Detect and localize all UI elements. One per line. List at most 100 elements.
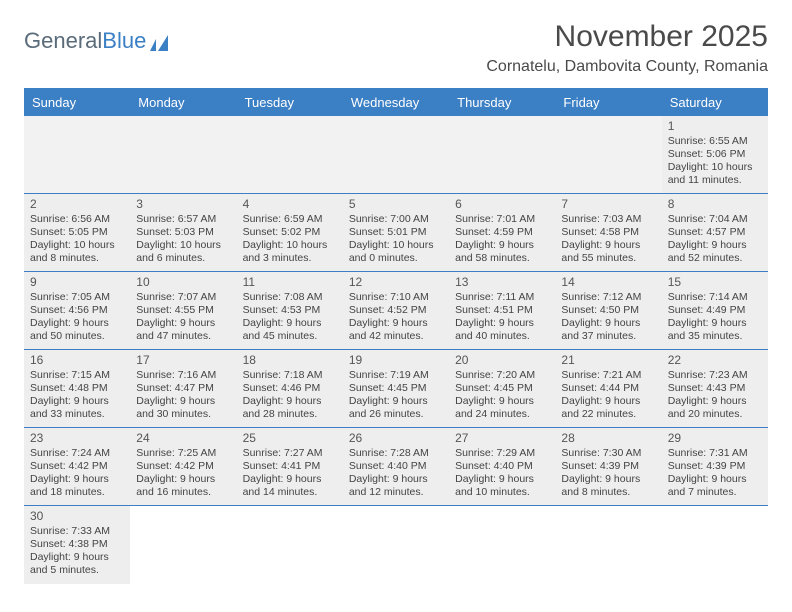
- day-number: 5: [349, 197, 443, 212]
- day-number: 7: [561, 197, 655, 212]
- daylight-line: Daylight: 9 hours and 33 minutes.: [30, 395, 124, 421]
- sunset-line: Sunset: 4:44 PM: [561, 382, 655, 395]
- day-cell: 27Sunrise: 7:29 AMSunset: 4:40 PMDayligh…: [449, 428, 555, 505]
- day-number: 11: [243, 275, 337, 290]
- sunset-line: Sunset: 4:58 PM: [561, 226, 655, 239]
- daylight-line: Daylight: 9 hours and 50 minutes.: [30, 317, 124, 343]
- sunrise-line: Sunrise: 6:59 AM: [243, 213, 337, 226]
- daylight-line: Daylight: 9 hours and 20 minutes.: [668, 395, 762, 421]
- daylight-line: Daylight: 9 hours and 52 minutes.: [668, 239, 762, 265]
- daylight-line: Daylight: 10 hours and 6 minutes.: [136, 239, 230, 265]
- daylight-line: Daylight: 9 hours and 18 minutes.: [30, 473, 124, 499]
- week-row: 30Sunrise: 7:33 AMSunset: 4:38 PMDayligh…: [24, 506, 768, 584]
- sunset-line: Sunset: 5:02 PM: [243, 226, 337, 239]
- daylight-line: Daylight: 9 hours and 10 minutes.: [455, 473, 549, 499]
- sunrise-line: Sunrise: 7:11 AM: [455, 291, 549, 304]
- day-cell: 11Sunrise: 7:08 AMSunset: 4:53 PMDayligh…: [237, 272, 343, 349]
- calendar: SundayMondayTuesdayWednesdayThursdayFrid…: [24, 88, 768, 584]
- day-cell: 26Sunrise: 7:28 AMSunset: 4:40 PMDayligh…: [343, 428, 449, 505]
- sunrise-line: Sunrise: 7:30 AM: [561, 447, 655, 460]
- day-number: 3: [136, 197, 230, 212]
- day-cell: [343, 116, 449, 193]
- week-row: 16Sunrise: 7:15 AMSunset: 4:48 PMDayligh…: [24, 350, 768, 428]
- daylight-line: Daylight: 9 hours and 40 minutes.: [455, 317, 549, 343]
- day-number: 16: [30, 353, 124, 368]
- day-cell: 9Sunrise: 7:05 AMSunset: 4:56 PMDaylight…: [24, 272, 130, 349]
- sunset-line: Sunset: 4:57 PM: [668, 226, 762, 239]
- day-cell: [237, 506, 343, 584]
- location: Cornatelu, Dambovita County, Romania: [486, 58, 768, 76]
- daylight-line: Daylight: 10 hours and 11 minutes.: [668, 161, 762, 187]
- week-row: 1Sunrise: 6:55 AMSunset: 5:06 PMDaylight…: [24, 116, 768, 194]
- sunset-line: Sunset: 4:38 PM: [30, 538, 124, 551]
- sunrise-line: Sunrise: 7:03 AM: [561, 213, 655, 226]
- sunrise-line: Sunrise: 6:55 AM: [668, 135, 762, 148]
- sunrise-line: Sunrise: 7:31 AM: [668, 447, 762, 460]
- sunset-line: Sunset: 5:01 PM: [349, 226, 443, 239]
- day-cell: 2Sunrise: 6:56 AMSunset: 5:05 PMDaylight…: [24, 194, 130, 271]
- sunset-line: Sunset: 4:45 PM: [455, 382, 549, 395]
- week-row: 23Sunrise: 7:24 AMSunset: 4:42 PMDayligh…: [24, 428, 768, 506]
- sunrise-line: Sunrise: 7:19 AM: [349, 369, 443, 382]
- sunset-line: Sunset: 4:51 PM: [455, 304, 549, 317]
- day-cell: [449, 506, 555, 584]
- sunset-line: Sunset: 4:40 PM: [455, 460, 549, 473]
- day-number: 15: [668, 275, 762, 290]
- logo-text-1: General: [24, 28, 102, 54]
- day-cell: 7Sunrise: 7:03 AMSunset: 4:58 PMDaylight…: [555, 194, 661, 271]
- sunrise-line: Sunrise: 7:07 AM: [136, 291, 230, 304]
- sunset-line: Sunset: 4:53 PM: [243, 304, 337, 317]
- day-cell: 1Sunrise: 6:55 AMSunset: 5:06 PMDaylight…: [662, 116, 768, 193]
- sunrise-line: Sunrise: 7:23 AM: [668, 369, 762, 382]
- sunrise-line: Sunrise: 7:00 AM: [349, 213, 443, 226]
- day-cell: 20Sunrise: 7:20 AMSunset: 4:45 PMDayligh…: [449, 350, 555, 427]
- day-number: 18: [243, 353, 337, 368]
- day-cell: 3Sunrise: 6:57 AMSunset: 5:03 PMDaylight…: [130, 194, 236, 271]
- weekday-header: Monday: [130, 89, 236, 116]
- sunrise-line: Sunrise: 7:16 AM: [136, 369, 230, 382]
- daylight-line: Daylight: 9 hours and 5 minutes.: [30, 551, 124, 577]
- sunrise-line: Sunrise: 6:57 AM: [136, 213, 230, 226]
- day-cell: [130, 116, 236, 193]
- daylight-line: Daylight: 10 hours and 0 minutes.: [349, 239, 443, 265]
- day-number: 14: [561, 275, 655, 290]
- day-cell: 12Sunrise: 7:10 AMSunset: 4:52 PMDayligh…: [343, 272, 449, 349]
- sunrise-line: Sunrise: 7:27 AM: [243, 447, 337, 460]
- daylight-line: Daylight: 9 hours and 35 minutes.: [668, 317, 762, 343]
- sunset-line: Sunset: 4:39 PM: [668, 460, 762, 473]
- day-cell: 10Sunrise: 7:07 AMSunset: 4:55 PMDayligh…: [130, 272, 236, 349]
- day-number: 24: [136, 431, 230, 446]
- day-cell: 30Sunrise: 7:33 AMSunset: 4:38 PMDayligh…: [24, 506, 130, 584]
- sunset-line: Sunset: 4:45 PM: [349, 382, 443, 395]
- week-row: 2Sunrise: 6:56 AMSunset: 5:05 PMDaylight…: [24, 194, 768, 272]
- day-number: 27: [455, 431, 549, 446]
- sunset-line: Sunset: 4:43 PM: [668, 382, 762, 395]
- sunrise-line: Sunrise: 6:56 AM: [30, 213, 124, 226]
- daylight-line: Daylight: 9 hours and 47 minutes.: [136, 317, 230, 343]
- day-cell: 15Sunrise: 7:14 AMSunset: 4:49 PMDayligh…: [662, 272, 768, 349]
- sunrise-line: Sunrise: 7:25 AM: [136, 447, 230, 460]
- sunset-line: Sunset: 5:06 PM: [668, 148, 762, 161]
- weekday-header: Tuesday: [237, 89, 343, 116]
- sunrise-line: Sunrise: 7:12 AM: [561, 291, 655, 304]
- sunset-line: Sunset: 4:50 PM: [561, 304, 655, 317]
- sunrise-line: Sunrise: 7:05 AM: [30, 291, 124, 304]
- sunrise-line: Sunrise: 7:28 AM: [349, 447, 443, 460]
- sunset-line: Sunset: 4:40 PM: [349, 460, 443, 473]
- day-number: 8: [668, 197, 762, 212]
- day-cell: 4Sunrise: 6:59 AMSunset: 5:02 PMDaylight…: [237, 194, 343, 271]
- logo-text-2: Blue: [102, 28, 146, 54]
- day-cell: 23Sunrise: 7:24 AMSunset: 4:42 PMDayligh…: [24, 428, 130, 505]
- day-cell: 14Sunrise: 7:12 AMSunset: 4:50 PMDayligh…: [555, 272, 661, 349]
- daylight-line: Daylight: 9 hours and 16 minutes.: [136, 473, 230, 499]
- sunset-line: Sunset: 4:47 PM: [136, 382, 230, 395]
- daylight-line: Daylight: 9 hours and 26 minutes.: [349, 395, 443, 421]
- sunset-line: Sunset: 4:56 PM: [30, 304, 124, 317]
- day-cell: [555, 506, 661, 584]
- day-number: 20: [455, 353, 549, 368]
- sunset-line: Sunset: 5:05 PM: [30, 226, 124, 239]
- day-number: 6: [455, 197, 549, 212]
- daylight-line: Daylight: 9 hours and 22 minutes.: [561, 395, 655, 421]
- logo: GeneralBlue: [24, 28, 174, 54]
- weekday-header: Thursday: [449, 89, 555, 116]
